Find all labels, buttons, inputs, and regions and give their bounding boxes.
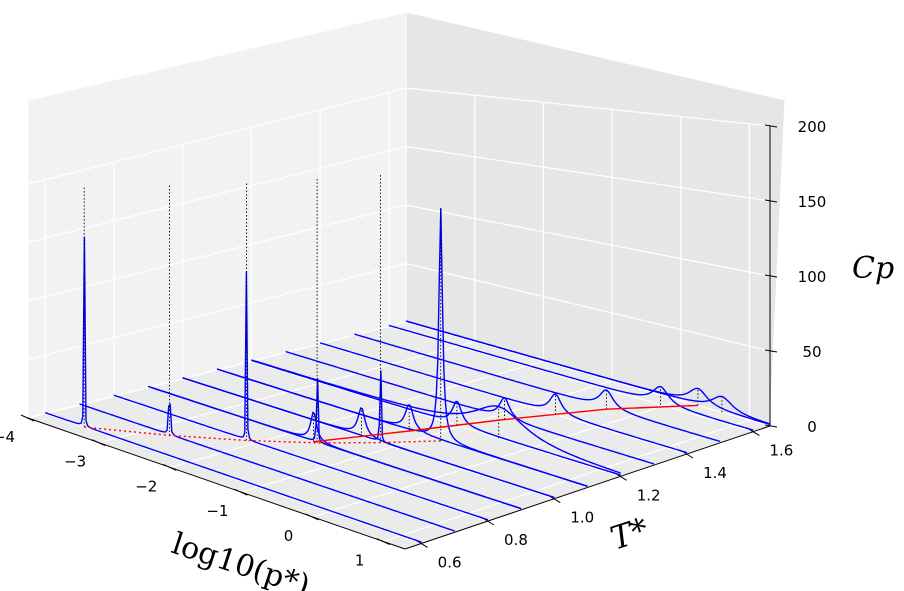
x-tick-label: −1 bbox=[206, 502, 228, 520]
y-tick-label: 0.8 bbox=[504, 531, 528, 549]
grid-z bbox=[27, 87, 771, 185]
x-tick-label: −4 bbox=[0, 428, 15, 446]
grid-z bbox=[27, 145, 771, 244]
isotherm-line bbox=[285, 350, 655, 465]
isotherm-line bbox=[251, 359, 621, 476]
y-tick-label: 1.2 bbox=[637, 486, 661, 504]
x-tick bbox=[91, 439, 106, 447]
isotherm-line bbox=[216, 368, 588, 487]
widom-line bbox=[313, 404, 698, 443]
floor-grid-x bbox=[383, 419, 750, 543]
isotherm-line bbox=[182, 377, 555, 499]
x-tick bbox=[20, 414, 35, 422]
floor-grid-x bbox=[98, 341, 475, 444]
grid-z bbox=[27, 262, 771, 361]
x-tick bbox=[234, 488, 248, 496]
z-tick bbox=[764, 349, 778, 353]
y-tick-label: 1.6 bbox=[769, 442, 793, 460]
floor-grid-x bbox=[170, 360, 544, 468]
y-axis-line bbox=[404, 425, 771, 550]
x-tick-label: 1 bbox=[355, 552, 365, 570]
isotherm-line bbox=[354, 333, 721, 443]
floor-grid-y bbox=[45, 413, 422, 544]
z-tick-label: 150 bbox=[798, 193, 827, 211]
z-tick bbox=[764, 199, 778, 203]
z-tick-label: 0 bbox=[807, 418, 817, 436]
grid-z bbox=[27, 321, 771, 427]
isotherm-line bbox=[79, 403, 456, 532]
data-lines bbox=[44, 173, 771, 543]
floor-grid-y bbox=[251, 360, 621, 477]
z-tick-label: 100 bbox=[798, 268, 827, 286]
isotherm-line bbox=[405, 320, 771, 425]
x-tick bbox=[376, 538, 390, 546]
coexistence-curve bbox=[84, 426, 441, 444]
x-axis-line bbox=[27, 417, 406, 550]
floor-grid-y bbox=[388, 325, 754, 433]
x-tick bbox=[305, 513, 319, 521]
z-tick-label: 50 bbox=[802, 343, 821, 361]
y-axis-label: T* bbox=[606, 510, 653, 558]
grid-z bbox=[27, 204, 771, 302]
z-axis-label: Cp bbox=[852, 251, 894, 286]
y-tick-label: 0.6 bbox=[438, 553, 462, 571]
z-tick bbox=[764, 424, 778, 428]
x-tick-label: −3 bbox=[64, 453, 86, 471]
z-tick-label: 200 bbox=[798, 118, 827, 136]
isotherm-line bbox=[319, 342, 688, 454]
isotherm-line bbox=[148, 385, 522, 510]
z-tick bbox=[764, 124, 778, 128]
isotherm-line bbox=[113, 271, 489, 521]
floor-grid-x bbox=[312, 399, 681, 518]
floor-grid-y bbox=[113, 395, 489, 522]
isotherm-line bbox=[44, 236, 422, 543]
chart-panes bbox=[26, 11, 786, 550]
x-tick-label: −2 bbox=[135, 477, 157, 495]
y-tick-label: 1.0 bbox=[570, 509, 594, 527]
x-tick-label: 0 bbox=[284, 527, 294, 545]
y-tick-label: 1.4 bbox=[703, 464, 727, 482]
x-tick bbox=[163, 463, 177, 471]
axes bbox=[20, 124, 778, 550]
z-tick bbox=[764, 274, 778, 278]
isotherm-line bbox=[388, 324, 754, 431]
